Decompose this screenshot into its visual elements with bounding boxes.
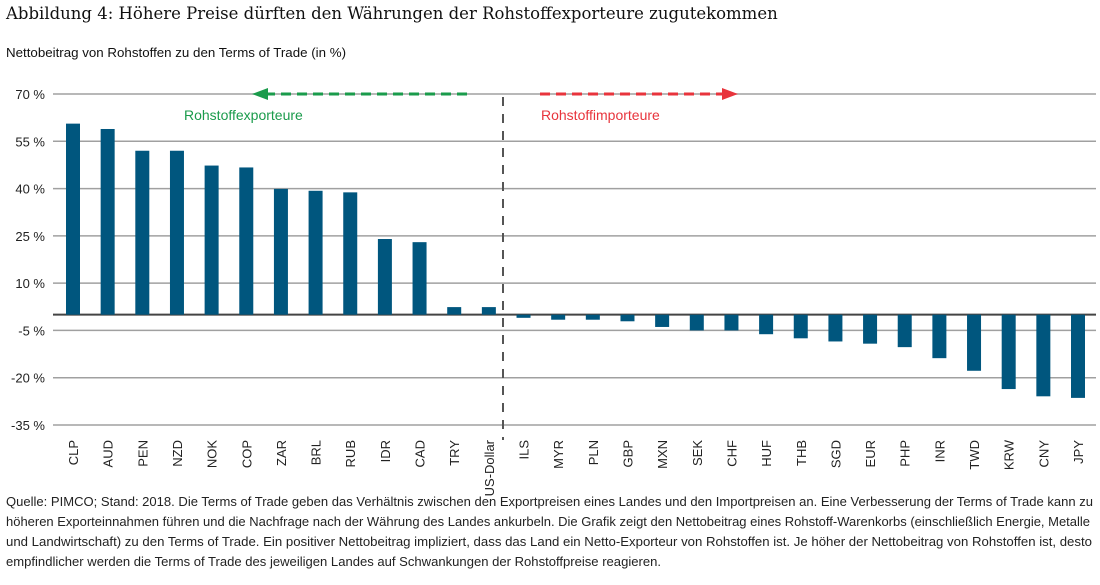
x-tick-label: CNY xyxy=(1036,440,1051,468)
x-tick-label: BRL xyxy=(309,440,324,465)
y-tick-label: 55 % xyxy=(15,134,45,149)
bar-rub xyxy=(343,192,358,315)
bar-jpy xyxy=(1071,314,1085,398)
x-tick-label: MYR xyxy=(551,440,566,469)
bar-idr xyxy=(377,239,392,315)
x-tick-label: NZD xyxy=(170,440,185,467)
x-tick-label: ILS xyxy=(517,440,532,460)
x-tick-label: US-Dollar xyxy=(482,439,497,496)
bar-ils xyxy=(516,314,531,318)
x-tick-label: HUF xyxy=(759,440,774,467)
x-tick-label: SEK xyxy=(690,440,705,466)
bar-eur xyxy=(863,314,878,344)
footnote-line: und Landwirtschaft) zu den Terms of Trad… xyxy=(6,534,1092,549)
x-tick-labels: CLP AUD PEN NZD NOK COP ZAR BRL RUB IDR CAD TRY US-D… xyxy=(66,439,1086,496)
bar-myr xyxy=(551,314,566,320)
x-tick-label: PEN xyxy=(135,440,150,467)
exporters-label: Rohstoffexporteure xyxy=(184,107,303,123)
x-tick-label: JPY xyxy=(1071,440,1086,464)
x-tick-label: MXN xyxy=(655,440,670,469)
gridlines xyxy=(53,93,1096,426)
x-tick-label: INR xyxy=(932,440,947,462)
bar-cad xyxy=(412,242,427,315)
bar-sgd xyxy=(828,314,843,342)
bar-twd xyxy=(967,314,982,371)
importers-arrow xyxy=(540,88,738,100)
y-tick-label: -5 % xyxy=(18,323,45,338)
exporters-arrow xyxy=(252,88,467,100)
footnote-line: höheren Exporteinnahmen führen und die N… xyxy=(6,514,1090,529)
y-tick-label: 25 % xyxy=(15,229,45,244)
x-tick-label: CLP xyxy=(66,440,81,465)
bar-krw xyxy=(1001,314,1016,390)
footnote-line: empfindlicher werden die Terms of Trade … xyxy=(6,554,661,569)
x-tick-label: THB xyxy=(794,440,809,466)
y-tick-label: 10 % xyxy=(15,276,45,291)
y-tick-label: -20 % xyxy=(11,371,45,386)
bar-aud xyxy=(100,128,115,315)
x-tick-label: KRW xyxy=(1002,439,1017,470)
bar-pln xyxy=(585,314,600,320)
bars xyxy=(66,123,1085,398)
chart-title: Abbildung 4: Höhere Preise dürften den W… xyxy=(5,4,778,23)
bar-thb xyxy=(793,314,808,339)
x-tick-label: PLN xyxy=(586,440,601,465)
x-tick-label: AUD xyxy=(101,440,116,467)
y-tick-label: 40 % xyxy=(15,182,45,197)
bar-try xyxy=(447,307,462,315)
y-tick-label: -35 % xyxy=(11,418,45,433)
importers-label: Rohstoffimporteure xyxy=(541,107,660,123)
x-tick-label: SGD xyxy=(828,440,843,468)
x-tick-label: IDR xyxy=(378,440,393,462)
x-tick-label: TRY xyxy=(447,440,462,466)
x-tick-label: CHF xyxy=(724,440,739,467)
bar-chf xyxy=(724,314,739,331)
x-tick-label: PHP xyxy=(898,440,913,467)
x-tick-label: NOK xyxy=(205,440,220,469)
bar-pen xyxy=(135,150,150,315)
bar-mxn xyxy=(655,314,670,327)
x-tick-label: EUR xyxy=(863,440,878,467)
bar-huf xyxy=(759,314,774,335)
x-tick-label: COP xyxy=(239,440,254,468)
x-tick-label: TWD xyxy=(967,440,982,470)
bar-php xyxy=(897,314,912,348)
bar-inr xyxy=(932,314,947,359)
bar-cny xyxy=(1036,314,1051,397)
bar-gbp xyxy=(620,314,635,322)
y-tick-label: 70 % xyxy=(15,87,45,102)
x-tick-label: GBP xyxy=(620,440,635,467)
bar-nok xyxy=(204,165,219,315)
bar-cop xyxy=(239,167,254,315)
bar-brl xyxy=(308,190,323,315)
bar-clp xyxy=(66,123,80,315)
y-axis-label: Nettobeitrag von Rohstoffen zu den Terms… xyxy=(6,45,346,60)
bar-nzd xyxy=(169,150,184,315)
y-tick-labels: 70 % 55 % 40 % 25 % 10 % -5 % -20 % -35 % xyxy=(11,87,45,433)
x-tick-label: CAD xyxy=(413,440,428,467)
bar-us-dollar xyxy=(481,307,496,315)
footnote-line: Quelle: PIMCO; Stand: 2018. Die Terms of… xyxy=(6,494,1093,509)
bar-sek xyxy=(689,314,704,331)
x-tick-label: ZAR xyxy=(274,440,289,466)
x-tick-label: RUB xyxy=(343,440,358,467)
footnote: Quelle: PIMCO; Stand: 2018. Die Terms of… xyxy=(6,494,1093,569)
bar-zar xyxy=(273,188,288,315)
